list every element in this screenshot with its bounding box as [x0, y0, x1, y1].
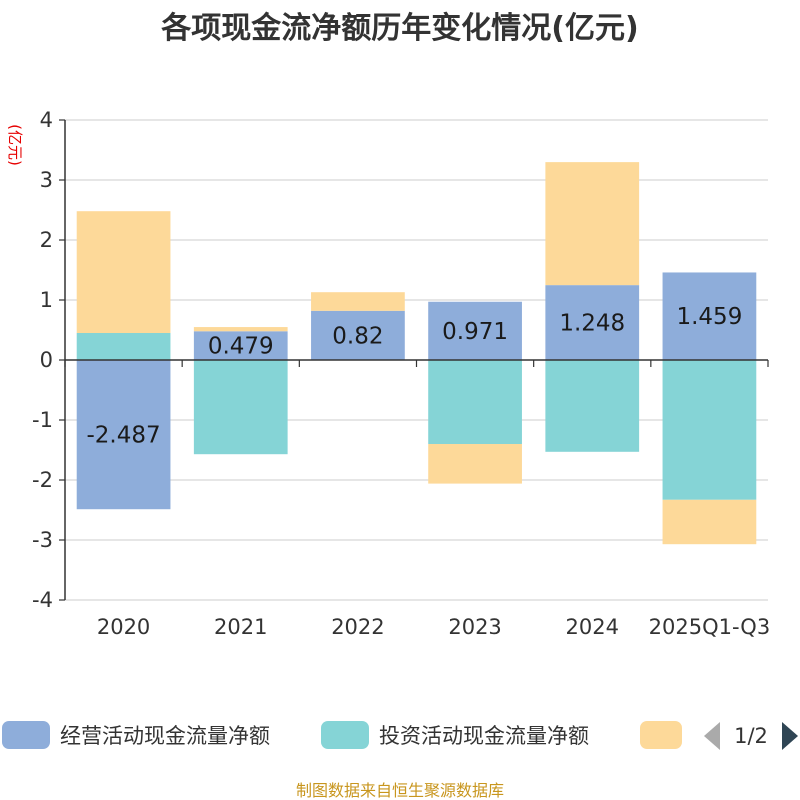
x-tick-label: 2025Q1-Q3: [649, 615, 771, 639]
legend: 经营活动现金流量净额 投资活动现金流量净额 1/2: [2, 721, 798, 750]
bar-series-1-2021: [193, 331, 288, 360]
data-labels: -2.487 0.479 0.82 0.971 1.248 1.459: [87, 304, 743, 448]
legend-item-1[interactable]: 经营活动现金流量净额: [2, 721, 270, 749]
bar-series-3-2024: [545, 162, 640, 286]
legend-item-3[interactable]: [640, 721, 682, 749]
y-axis-unit: (亿元): [6, 124, 24, 166]
y-tick-label: -2: [32, 468, 53, 492]
x-tick-label: 2020: [97, 615, 150, 639]
bar-series-3-2020: [76, 211, 171, 333]
data-label-2020: -2.487: [87, 423, 161, 449]
data-label-2021: 0.479: [208, 334, 274, 360]
x-tick-label: 2021: [214, 615, 267, 639]
y-tick-label: 4: [40, 108, 53, 132]
data-label-2022: 0.82: [332, 323, 383, 349]
bar-series-3-2022: [311, 292, 405, 311]
bar-series-3-2025Q1-Q3: [662, 499, 757, 545]
bar-series-2-2021: [193, 360, 288, 455]
legend-next-icon[interactable]: [782, 722, 798, 750]
y-tick-label: -4: [32, 588, 53, 612]
y-tick-label: 3: [40, 168, 53, 192]
bar-series-2-2024: [545, 360, 640, 452]
bar-series-1-2024: [545, 285, 640, 360]
legend-prev-icon[interactable]: [704, 722, 720, 750]
data-label-2025Q1-Q3: 1.459: [676, 304, 742, 330]
bar-series-2-2020: [76, 333, 171, 360]
data-label-2024: 1.248: [559, 311, 625, 337]
x-tick-label: 2023: [448, 615, 501, 639]
legend-swatch: [2, 721, 50, 749]
x-tick-label: 2022: [331, 615, 384, 639]
y-tick-label: -1: [32, 408, 53, 432]
bars: [76, 162, 757, 545]
legend-page-indicator: 1/2: [734, 724, 768, 748]
chart-title: 各项现金流净额历年变化情况(亿元): [160, 11, 638, 46]
legend-swatch: [640, 721, 682, 749]
bar-series-1-2023: [428, 301, 522, 360]
y-tick-label: -3: [32, 528, 53, 552]
data-label-2023: 0.971: [442, 319, 508, 345]
axes: 4 3 2 1 0 -1 -2 -3 -4 2020 2021 2022 2023 2024 2025Q1-…: [32, 108, 770, 639]
bar-series-1-2022: [311, 310, 405, 360]
y-tick-label: 1: [40, 288, 53, 312]
source-note: 制图数据来自恒生聚源数据库: [296, 781, 504, 800]
y-tick-label: 2: [40, 228, 53, 252]
bar-series-2-2023: [428, 360, 522, 444]
legend-label: 投资活动现金流量净额: [379, 724, 589, 748]
bar-series-3-2021: [193, 327, 288, 332]
bar-series-1-2025Q1-Q3: [662, 272, 757, 360]
bar-series-2-2025Q1-Q3: [662, 360, 757, 500]
y-tick-label: 0: [40, 348, 53, 372]
x-tick-label: 2024: [566, 615, 619, 639]
legend-item-2[interactable]: 投资活动现金流量净额: [321, 721, 589, 749]
bar-series-3-2023: [428, 444, 522, 484]
bar-series-1-2020: [76, 360, 171, 510]
legend-label: 经营活动现金流量净额: [60, 724, 270, 748]
legend-swatch: [321, 721, 369, 749]
